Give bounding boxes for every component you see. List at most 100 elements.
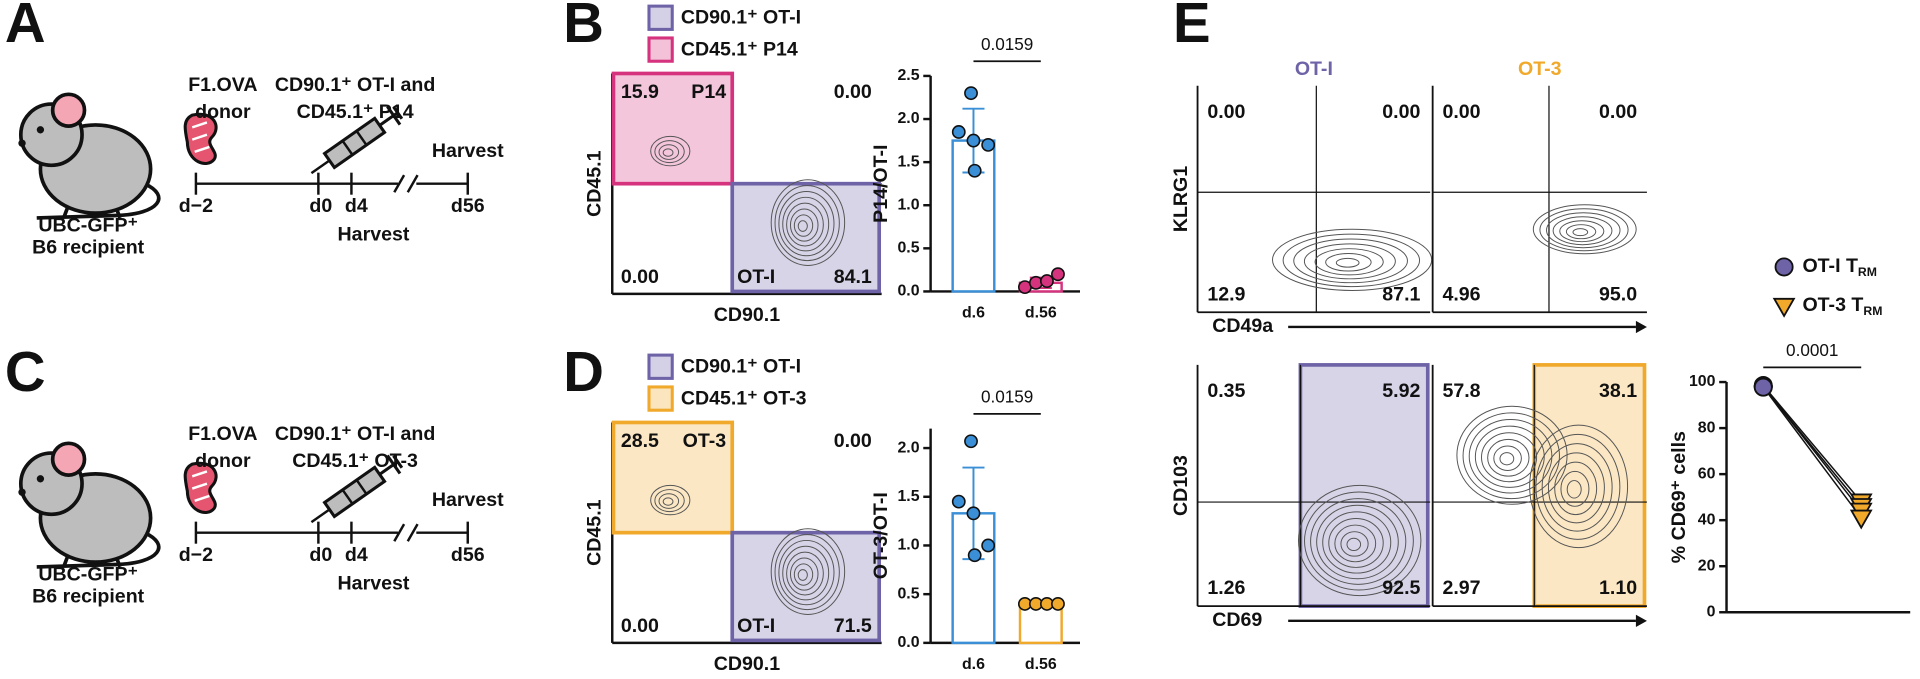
contour bbox=[1335, 257, 1360, 268]
legend-subscript: RM bbox=[1863, 304, 1882, 318]
contour bbox=[1271, 228, 1433, 291]
contour bbox=[770, 179, 846, 266]
y-tick-label: 1.5 bbox=[897, 153, 919, 170]
column-title: OT-I bbox=[1295, 58, 1333, 80]
quadrant-value: 0.00 bbox=[834, 81, 872, 103]
axis-title: KLRG1 bbox=[1170, 166, 1192, 232]
x-tick-label: d.56 bbox=[1025, 656, 1057, 673]
quadrant-value: 0.00 bbox=[1207, 101, 1245, 123]
legend-label: OT-3 TRM bbox=[1802, 294, 1882, 318]
legend-swatch bbox=[647, 36, 674, 63]
x-tick-label: d.56 bbox=[1025, 305, 1057, 322]
contour bbox=[1325, 253, 1372, 272]
recipient-text: UBC-GFP⁺ bbox=[38, 564, 138, 586]
contour bbox=[1282, 233, 1421, 288]
quadrant-value: 5.92 bbox=[1382, 380, 1420, 402]
harvest-label: Harvest bbox=[432, 489, 504, 511]
contour bbox=[786, 202, 824, 247]
contour bbox=[1462, 412, 1560, 500]
contour bbox=[1565, 224, 1597, 240]
contour bbox=[1532, 204, 1637, 255]
contour bbox=[1572, 228, 1589, 237]
timepoint-label: d4 bbox=[345, 195, 368, 217]
contour bbox=[1547, 452, 1605, 524]
contour bbox=[658, 493, 680, 509]
contour bbox=[1334, 524, 1377, 563]
gate-label: P14 bbox=[691, 81, 726, 103]
panel-label: C bbox=[5, 340, 46, 403]
contour bbox=[1314, 248, 1384, 276]
contour bbox=[1316, 504, 1399, 580]
quadrant-value: 0.00 bbox=[1599, 101, 1637, 123]
data-point bbox=[951, 494, 966, 509]
gate bbox=[1532, 363, 1647, 608]
legend-label: CD90.1⁺ OT-I bbox=[681, 7, 801, 29]
panel-label: E bbox=[1173, 0, 1211, 54]
legend-swatch bbox=[647, 385, 674, 412]
quadrant-value: 0.00 bbox=[1442, 101, 1480, 123]
contour bbox=[1303, 243, 1396, 280]
axis-title: CD90.1 bbox=[714, 304, 780, 326]
contour bbox=[658, 144, 680, 160]
data-point bbox=[967, 163, 982, 178]
x-tick-label: d.6 bbox=[962, 656, 985, 673]
axis-title: CD90.1 bbox=[714, 653, 780, 675]
legend-label: OT-I TRM bbox=[1802, 255, 1877, 279]
quadrant-value: 2.97 bbox=[1442, 577, 1480, 599]
panel-label: D bbox=[563, 340, 604, 403]
contour bbox=[1546, 212, 1621, 249]
quadrant-value: 71.5 bbox=[834, 615, 872, 637]
contour bbox=[793, 214, 814, 237]
quadrant-value: 38.1 bbox=[1599, 380, 1637, 402]
donor-text: F1.OVA bbox=[188, 423, 257, 445]
contour bbox=[1340, 531, 1369, 557]
legend-subscript: RM bbox=[1858, 265, 1877, 279]
timepoint-label: d−2 bbox=[179, 544, 213, 566]
y-tick-label: 1.0 bbox=[897, 196, 919, 213]
timeline-break bbox=[406, 523, 419, 542]
pair-line bbox=[1762, 385, 1862, 512]
axis-title: OT-3/OT-I bbox=[870, 492, 892, 579]
timepoint-label: d−2 bbox=[179, 195, 213, 217]
legend-name: OT-I T bbox=[1802, 255, 1858, 277]
column-title: OT-3 bbox=[1518, 58, 1562, 80]
y-tick-label: 0 bbox=[1707, 603, 1716, 620]
data-point bbox=[966, 506, 981, 521]
contour bbox=[1468, 419, 1553, 494]
quadrant-value: 1.10 bbox=[1599, 577, 1637, 599]
timepoint-label: d56 bbox=[451, 195, 485, 217]
y-tick-label: 40 bbox=[1698, 511, 1716, 528]
p-value: 0.0159 bbox=[981, 387, 1033, 407]
contour bbox=[1474, 425, 1545, 488]
axis-title: CD49a bbox=[1212, 315, 1274, 337]
quadrant-value: 87.1 bbox=[1382, 283, 1420, 305]
quadrant-value: 12.9 bbox=[1207, 283, 1245, 305]
data-point bbox=[964, 86, 978, 101]
donor-text: donor bbox=[195, 101, 251, 123]
contour bbox=[1535, 433, 1621, 540]
contour bbox=[662, 497, 674, 506]
contour bbox=[1529, 424, 1629, 549]
recipient-text: UBC-GFP⁺ bbox=[38, 215, 138, 237]
y-tick-label: 1.0 bbox=[897, 537, 919, 554]
y-tick-label: 2.0 bbox=[897, 439, 919, 456]
harvest-label: Harvest bbox=[338, 223, 410, 245]
y-tick-label: 100 bbox=[1689, 373, 1716, 390]
contour bbox=[1559, 220, 1605, 243]
axis-title: % CD69⁺ cells bbox=[1668, 431, 1690, 563]
data-point bbox=[967, 548, 982, 563]
contour bbox=[789, 208, 819, 242]
y-tick-label: 0.0 bbox=[897, 283, 919, 300]
contour bbox=[1487, 438, 1530, 477]
contour bbox=[1541, 443, 1613, 532]
quadrant-value: 15.9 bbox=[621, 81, 659, 103]
y-tick-label: 80 bbox=[1698, 419, 1716, 436]
timeline-break bbox=[406, 174, 419, 193]
transfer-text: CD90.1⁺ OT-I and bbox=[275, 423, 435, 445]
contour bbox=[778, 539, 835, 606]
contour bbox=[1552, 216, 1613, 246]
contour bbox=[1297, 484, 1422, 597]
pair-line bbox=[1762, 386, 1862, 519]
